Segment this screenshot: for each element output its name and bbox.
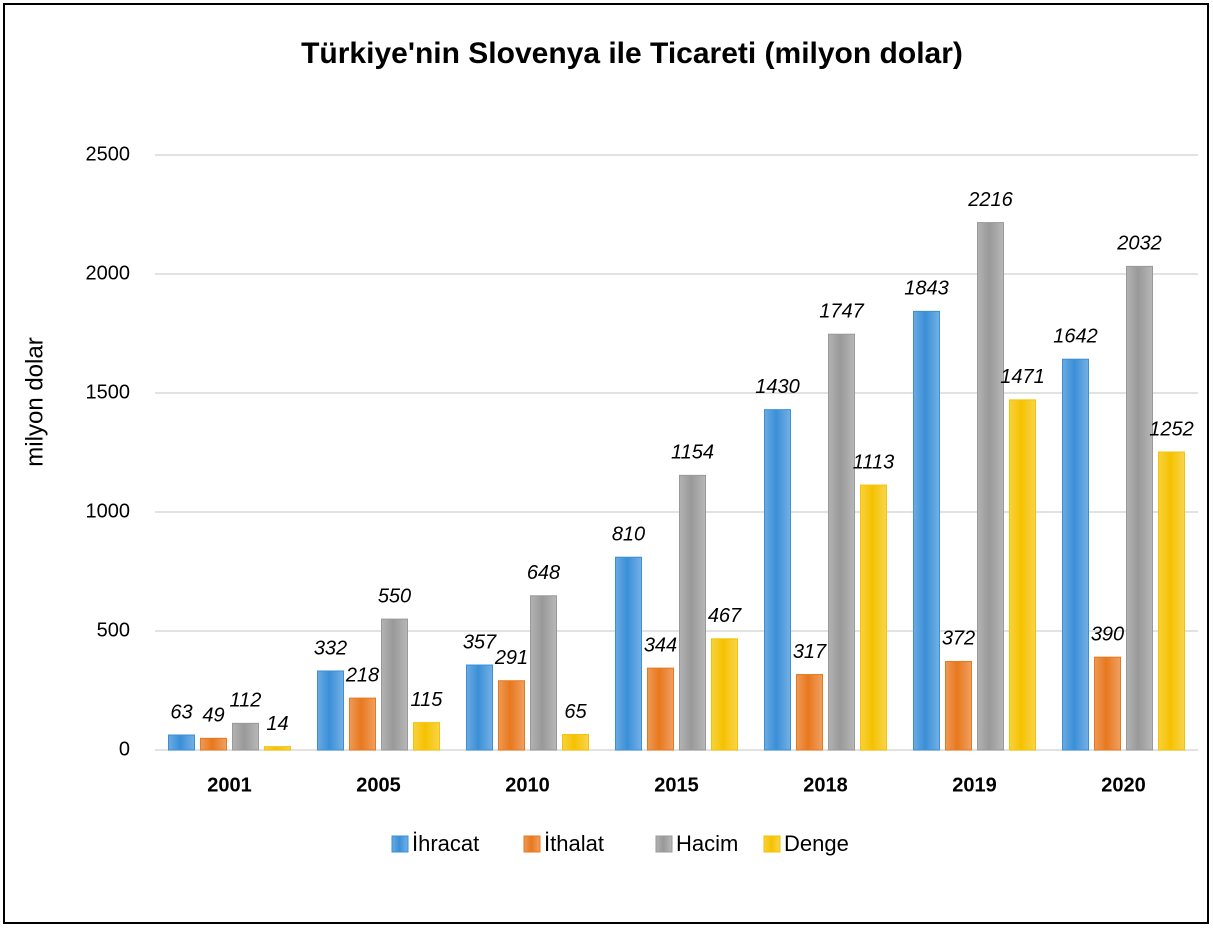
data-label: 1252 [1149, 418, 1194, 440]
x-tick-label: 2010 [505, 774, 550, 796]
data-label: 63 [170, 701, 192, 723]
data-label: 1642 [1053, 325, 1098, 347]
bar [1009, 399, 1036, 751]
bar [1158, 451, 1185, 751]
chart-border [3, 3, 1209, 924]
x-tick-label: 2001 [207, 774, 252, 796]
data-label: 2216 [967, 189, 1013, 211]
x-tick-label: 2020 [1101, 774, 1146, 796]
data-label: 218 [345, 664, 379, 686]
data-label: 357 [463, 631, 497, 653]
bar [349, 697, 376, 751]
y-tick-label: 0 [119, 738, 130, 760]
bar [200, 737, 227, 751]
bar [615, 556, 642, 751]
y-tick-label: 1000 [86, 500, 131, 522]
legend-label: Denge [784, 831, 849, 856]
data-label: 14 [266, 713, 288, 735]
data-label: 291 [494, 647, 528, 669]
bar [711, 638, 738, 751]
bar [264, 746, 291, 751]
x-tick-label: 2018 [803, 774, 848, 796]
bar [413, 722, 440, 751]
data-label: 810 [612, 524, 645, 546]
data-label: 65 [564, 701, 587, 723]
bar [764, 409, 791, 751]
bar [977, 222, 1004, 751]
data-label: 112 [230, 690, 262, 712]
y-tick-label: 500 [97, 619, 130, 641]
data-label: 1843 [904, 278, 949, 300]
bar [530, 595, 557, 751]
data-label: 1154 [671, 442, 714, 464]
y-tick-label: 2500 [86, 143, 131, 165]
x-tick-label: 2015 [654, 774, 699, 796]
bar [1062, 358, 1089, 751]
bar [562, 734, 589, 751]
y-tick-label: 2000 [86, 262, 131, 284]
legend-label: İthalat [544, 831, 604, 856]
data-label: 1747 [819, 300, 864, 322]
data-label: 390 [1091, 623, 1124, 645]
bar [498, 680, 525, 751]
data-label: 344 [644, 634, 677, 656]
legend-swatch [523, 835, 541, 853]
bar [168, 734, 195, 751]
data-label: 1113 [853, 451, 895, 473]
data-label: 317 [793, 641, 827, 663]
data-label: 115 [411, 689, 444, 711]
bar [647, 667, 674, 751]
data-label: 49 [202, 705, 224, 727]
chart-title: Türkiye'nin Slovenya ile Ticareti (milyo… [301, 37, 963, 70]
bar [796, 674, 823, 751]
y-tick-label: 1500 [86, 381, 131, 403]
x-tick-label: 2005 [356, 774, 401, 796]
bar [679, 474, 706, 751]
data-label: 1471 [1000, 366, 1045, 388]
data-label: 648 [527, 562, 560, 584]
bar [1094, 656, 1121, 751]
bar [466, 664, 493, 751]
bar [913, 310, 940, 751]
x-tick-label: 2019 [952, 774, 997, 796]
data-label: 467 [708, 605, 742, 627]
bar [945, 660, 972, 751]
legend-swatch [391, 835, 409, 853]
bar [232, 722, 259, 751]
bar [828, 333, 855, 751]
y-axis-label: milyon dolar [21, 337, 48, 466]
data-label: 372 [942, 628, 975, 650]
bar [1126, 265, 1153, 751]
data-label: 550 [378, 585, 411, 607]
data-label: 1430 [755, 376, 800, 398]
bar [317, 670, 344, 751]
data-label: 2032 [1116, 233, 1162, 255]
legend-swatch [655, 835, 673, 853]
bar [381, 618, 408, 751]
legend-swatch [763, 835, 781, 853]
legend-label: Hacim [676, 831, 738, 856]
data-label: 332 [314, 637, 347, 659]
legend-label: İhracat [412, 831, 479, 856]
bar [860, 484, 887, 751]
